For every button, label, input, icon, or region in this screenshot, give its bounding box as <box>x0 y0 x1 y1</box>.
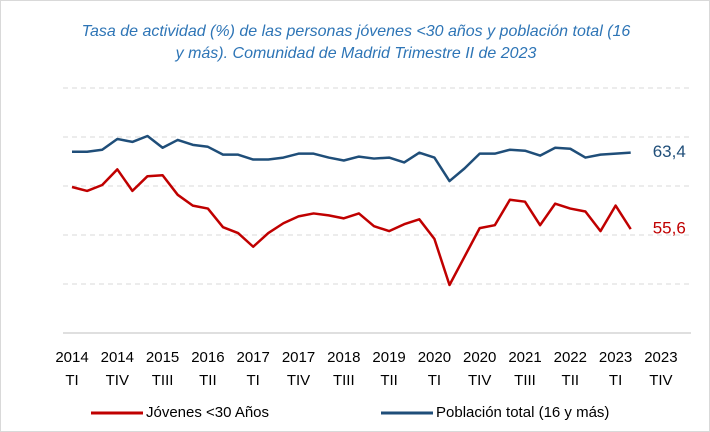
x-tick-label: 2017 <box>237 349 270 366</box>
x-tick-label: TII <box>562 372 580 389</box>
series-line <box>72 134 631 183</box>
x-tick-label: TIV <box>468 372 491 389</box>
x-tick-label: 2017 <box>282 349 315 366</box>
legend-label: Jóvenes <30 Años <box>146 404 269 421</box>
x-tick-label: 2021 <box>508 349 541 366</box>
legend-label: Población total (16 y más) <box>436 404 609 421</box>
x-tick-label: 2023 <box>644 349 677 366</box>
data-label: 55,6 <box>653 219 686 238</box>
x-tick-label: TII <box>380 372 398 389</box>
data-label: 63,4 <box>653 142 686 161</box>
x-tick-label: 2020 <box>418 349 451 366</box>
x-tick-label: 2020 <box>463 349 496 366</box>
x-tick-label: TIV <box>287 372 310 389</box>
x-tick-label: 2018 <box>327 349 360 366</box>
x-tick-label: 2019 <box>372 349 405 366</box>
x-tick-label: 2014 <box>101 349 134 366</box>
x-tick-label: TI <box>428 372 441 389</box>
series-line <box>71 168 632 287</box>
x-tick-label: 2016 <box>191 349 224 366</box>
x-tick-label: TIV <box>649 372 672 389</box>
x-tick-label: TIV <box>106 372 129 389</box>
x-tick-label: TI <box>247 372 260 389</box>
x-tick-label: 2023 <box>599 349 632 366</box>
x-tick-label: 2022 <box>554 349 587 366</box>
x-tick-label: TIII <box>333 372 355 389</box>
x-tick-label: TIII <box>152 372 174 389</box>
x-tick-label: TI <box>65 372 78 389</box>
x-tick-label: TIII <box>514 372 536 389</box>
chart-title: Tasa de actividad (%) de las personas jó… <box>81 23 631 62</box>
x-tick-label: 2015 <box>146 349 179 366</box>
x-tick-label: TII <box>199 372 217 389</box>
x-tick-label: TI <box>609 372 622 389</box>
x-tick-label: 2014 <box>55 349 88 366</box>
